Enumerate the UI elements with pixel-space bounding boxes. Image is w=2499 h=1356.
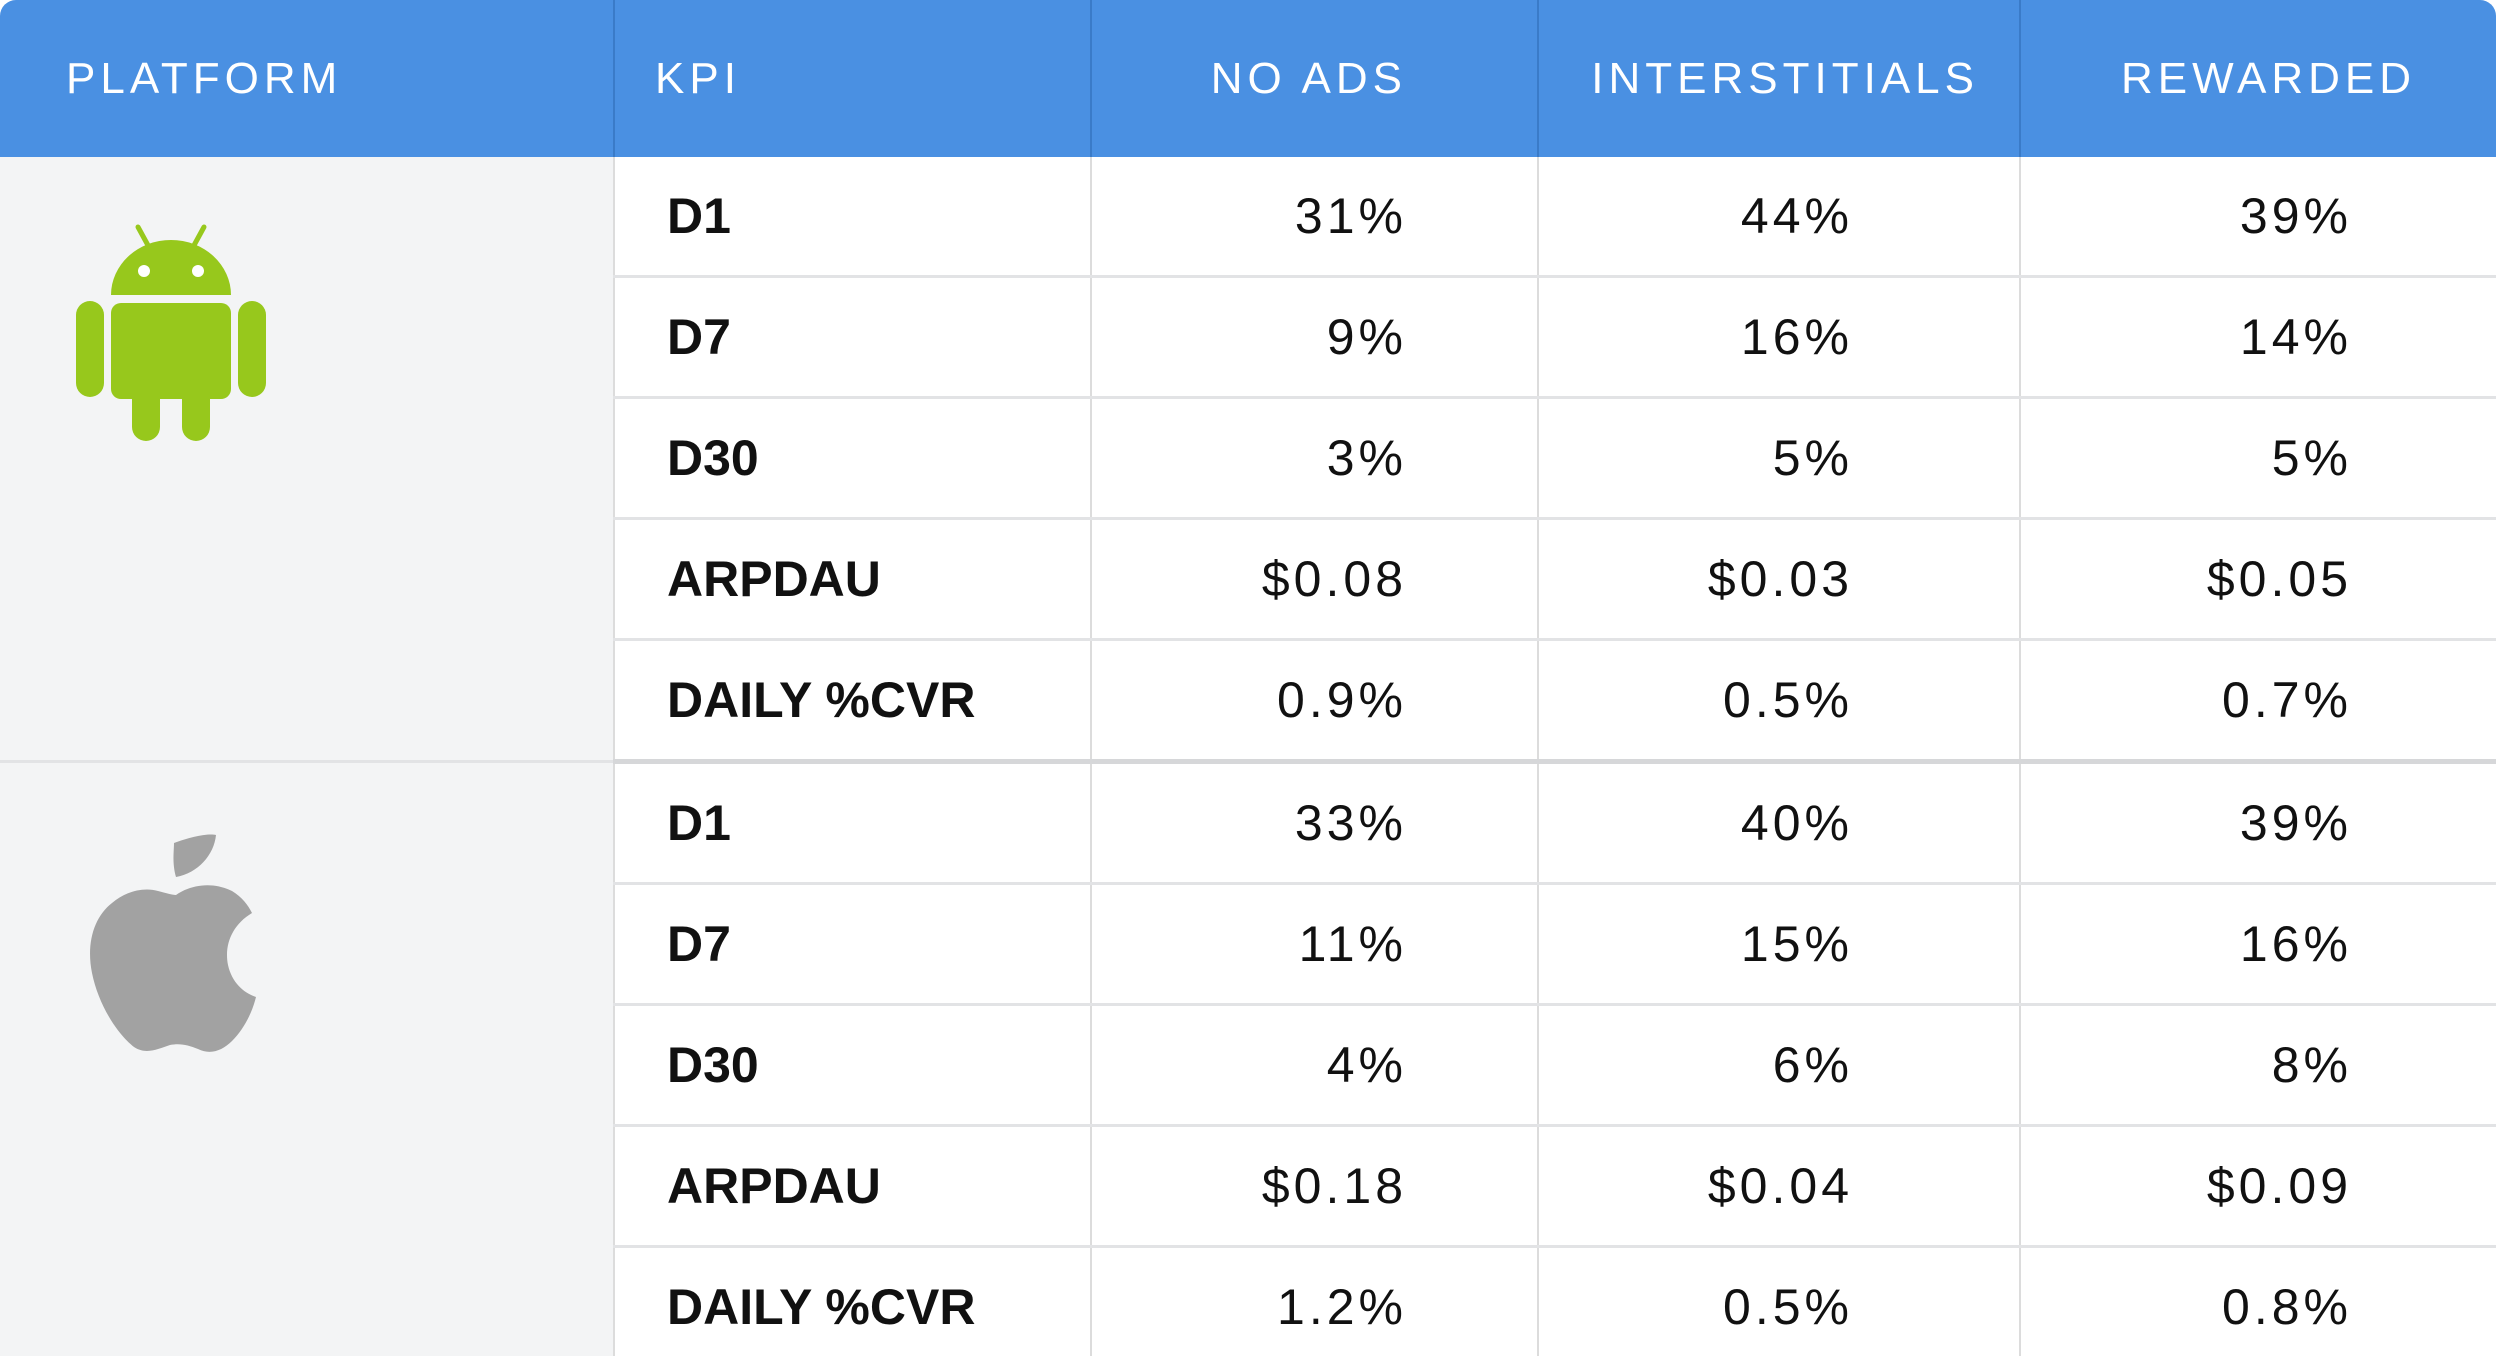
value-no-ads: $0.08 [1091,518,1539,641]
table-row: D30 4% 6% 8% [0,1004,2496,1127]
value-rewarded: 39% [2020,157,2496,278]
value-interstitials: 6% [1538,1004,2021,1127]
value-no-ads: 31% [1091,157,1539,278]
platform-cell-apple [0,761,615,1356]
kpi-label: DAILY %CVR [614,1246,1092,1356]
value-interstitials: 15% [1538,883,2021,1006]
value-interstitials: $0.03 [1538,518,2021,641]
value-rewarded: 0.8% [2020,1246,2496,1356]
table-row: D1 31% 44% 39% [0,157,2496,763]
header-no-ads: NO ADS [1091,0,1539,157]
kpi-label: D7 [614,276,1092,399]
value-rewarded: 39% [2020,761,2496,885]
kpi-label: D30 [614,397,1092,520]
value-no-ads: 4% [1091,1004,1539,1127]
header-platform: PLATFORM [0,0,615,157]
value-no-ads: 11% [1091,883,1539,1006]
value-no-ads: 3% [1091,397,1539,520]
value-interstitials: $0.04 [1538,1125,2021,1248]
value-rewarded: 14% [2020,276,2496,399]
header-interstitials: INTERSTITIALS [1538,0,2021,157]
table-row: ARPDAU $0.08 $0.03 $0.05 [0,518,2496,641]
kpi-label: D30 [614,1004,1092,1127]
kpi-label: D1 [614,157,1092,278]
value-interstitials: 5% [1538,397,2021,520]
kpi-label: D1 [614,761,1092,885]
table-row: DAILY %CVR 0.9% 0.5% 0.7% [0,639,2496,764]
value-no-ads: 1.2% [1091,1246,1539,1356]
value-rewarded: $0.09 [2020,1125,2496,1248]
apple-icon [90,834,256,1052]
value-rewarded: 16% [2020,883,2496,1006]
header-row: PLATFORM KPI NO ADS INTERSTITIALS REWARD… [0,0,2496,157]
value-interstitials: 40% [1538,761,2021,885]
header-kpi: KPI [614,0,1092,157]
value-rewarded: 5% [2020,397,2496,520]
value-no-ads: 9% [1091,276,1539,399]
kpi-label: DAILY %CVR [614,639,1092,764]
table-row: D30 3% 5% 5% [0,397,2496,520]
value-rewarded: $0.05 [2020,518,2496,641]
table-row: DAILY %CVR 1.2% 0.5% 0.8% [0,1246,2496,1356]
kpi-label: ARPDAU [614,1125,1092,1248]
table-row: ARPDAU $0.18 $0.04 $0.09 [0,1125,2496,1248]
kpi-label: D7 [614,883,1092,1006]
value-interstitials: 0.5% [1538,1246,2021,1356]
table-row: D7 11% 15% 16% [0,883,2496,1006]
value-no-ads: 0.9% [1091,639,1539,764]
table-row: D1 33% 40% 39% [0,761,2496,1356]
platform-cell-android [0,157,615,763]
value-interstitials: 0.5% [1538,639,2021,764]
value-no-ads: 33% [1091,761,1539,885]
kpi-label: ARPDAU [614,518,1092,641]
value-rewarded: 0.7% [2020,639,2496,764]
value-interstitials: 44% [1538,157,2021,278]
table-row: D7 9% 16% 14% [0,276,2496,399]
android-icon [76,224,266,441]
value-rewarded: 8% [2020,1004,2496,1127]
value-no-ads: $0.18 [1091,1125,1539,1248]
value-interstitials: 16% [1538,276,2021,399]
header-rewarded: REWARDED [2020,0,2496,157]
